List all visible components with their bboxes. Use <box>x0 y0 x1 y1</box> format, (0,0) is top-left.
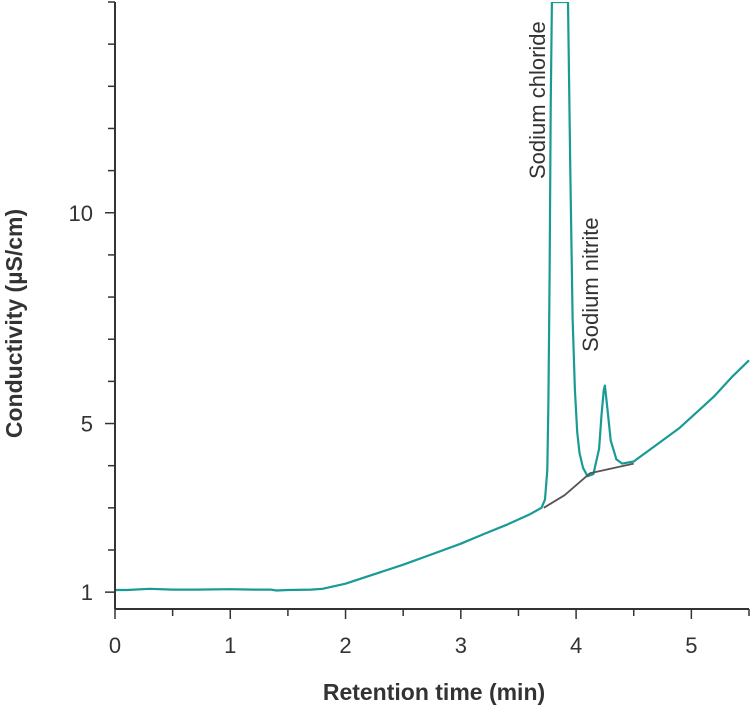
signal-line <box>115 2 750 592</box>
peak-label: Sodium chloride <box>525 21 550 179</box>
x-axis-ticks: 0 1 2 3 4 5 <box>109 609 750 658</box>
x-axis-title: Retention time (min) <box>323 679 545 705</box>
x-tick-label: 3 <box>455 633 467 658</box>
x-tick-label: 0 <box>109 633 121 658</box>
y-axis-title: Conductivity (µS/cm) <box>1 209 27 438</box>
x-tick-label: 1 <box>224 633 236 658</box>
series-layer <box>115 2 750 592</box>
peak-label: Sodium nitrite <box>578 217 603 352</box>
x-tick-label: 4 <box>570 633 582 658</box>
x-tick-label: 2 <box>339 633 351 658</box>
y-tick-label: 5 <box>81 412 93 437</box>
y-tick-label: 10 <box>69 201 93 226</box>
x-tick-label: 5 <box>685 633 697 658</box>
y-tick-label: 1 <box>81 580 93 605</box>
annotation-layer: Sodium chloride Sodium nitrite <box>525 21 603 352</box>
baseline-line <box>543 462 634 509</box>
